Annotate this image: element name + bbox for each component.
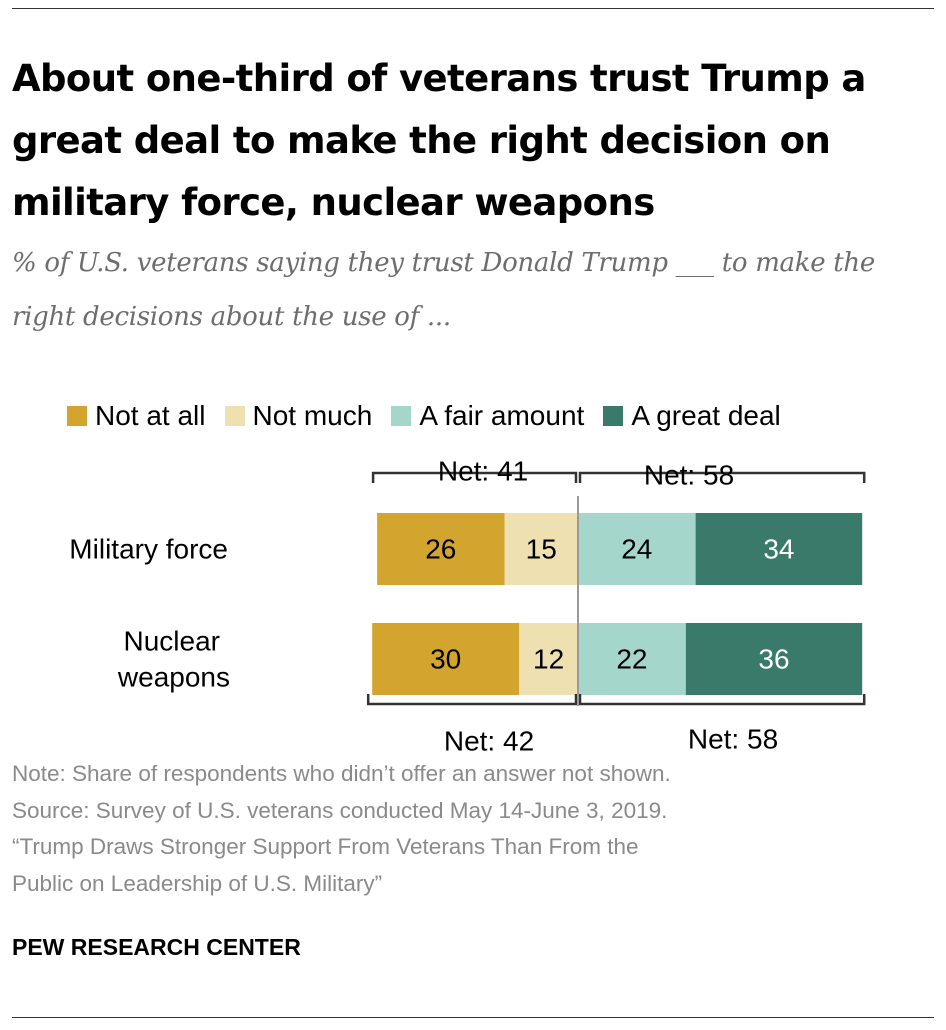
- bar-not-much: [504, 513, 578, 585]
- note-text: Note: Share of respondents who didn’t of…: [12, 761, 671, 786]
- chart-title: About one-third of veterans trust Trump …: [12, 57, 866, 224]
- bar-not-at-all: [377, 513, 505, 585]
- bar-value-not-at-all: 30: [430, 644, 461, 675]
- bar-value-fair-amount: 24: [621, 534, 652, 565]
- legend-swatch: [603, 406, 624, 426]
- bar-not-much: [519, 623, 578, 695]
- bar-not-at-all: [372, 623, 520, 695]
- category-label: Military force: [69, 534, 228, 565]
- legend-item-great-deal: A great deal: [603, 400, 781, 432]
- bar-value-not-much: 12: [533, 644, 564, 675]
- legend-swatch: [391, 406, 412, 426]
- legend-label: A fair amount: [419, 400, 585, 431]
- net-label-distrust: Net: 41: [438, 456, 528, 487]
- footer-brand: PEW RESEARCH CENTER: [12, 934, 301, 960]
- net-bracket-distrust: [371, 471, 578, 483]
- legend-swatch: [67, 406, 87, 426]
- net-label-distrust: Net: 42: [444, 726, 534, 757]
- net-bracket-distrust: [366, 694, 578, 706]
- net-bracket-trust: [578, 471, 866, 483]
- legend-swatch: [224, 406, 245, 426]
- chart-legend: Not at all Not much A fair amount A grea…: [67, 398, 781, 434]
- legend-label: Not at all: [95, 400, 206, 431]
- legend-label: A great deal: [631, 400, 781, 431]
- bar-value-not-at-all: 26: [425, 534, 456, 565]
- legend-item-not-at-all: Not at all: [67, 400, 206, 432]
- legend-label: Not much: [252, 400, 373, 431]
- net-label-trust: Net: 58: [644, 460, 734, 491]
- bar-fair-amount: [578, 623, 686, 695]
- report-title-line-2: Public on Leadership of U.S. Military”: [12, 870, 383, 896]
- category-label: Nuclear: [124, 626, 220, 657]
- bar-great-deal: [695, 513, 863, 585]
- bottom-rule: [12, 1017, 934, 1018]
- bar-value-fair-amount: 22: [616, 644, 647, 675]
- report-title-line-1: “Trump Draws Stronger Support From Veter…: [12, 834, 639, 859]
- chart-notes: Note: Share of respondents who didn’t of…: [12, 756, 927, 902]
- top-rule: [12, 8, 934, 9]
- chart-subtitle: % of U.S. veterans saying they trust Don…: [12, 248, 875, 332]
- category-label: weapons: [117, 662, 230, 693]
- source-text: Source: Survey of U.S. veterans conducte…: [12, 797, 668, 823]
- legend-item-not-much: Not much: [224, 400, 373, 432]
- diverging-bar-chart: 26 15 24 34 Military force Net: 41 30 12 22 36 Nuc…: [69, 456, 866, 757]
- bar-fair-amount: [578, 513, 696, 585]
- bar-value-great-deal: 34: [763, 534, 794, 565]
- bar-value-great-deal: 36: [758, 644, 789, 675]
- legend-item-fair-amount: A fair amount: [391, 400, 584, 432]
- bar-value-not-much: 15: [526, 534, 557, 565]
- bar-great-deal: [685, 623, 863, 695]
- net-label-trust: Net: 58: [688, 724, 778, 755]
- net-bracket-trust: [578, 694, 866, 706]
